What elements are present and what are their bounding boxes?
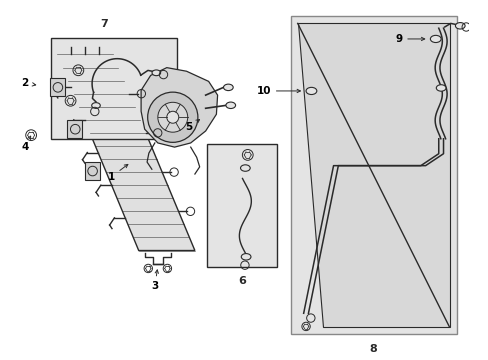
Ellipse shape xyxy=(305,87,316,95)
Ellipse shape xyxy=(223,84,233,91)
Polygon shape xyxy=(84,162,100,180)
Text: 1: 1 xyxy=(107,165,127,182)
Text: 5: 5 xyxy=(185,120,199,132)
Polygon shape xyxy=(297,23,448,327)
Circle shape xyxy=(166,111,179,123)
Circle shape xyxy=(147,92,198,142)
Ellipse shape xyxy=(241,253,250,260)
Text: 9: 9 xyxy=(394,34,424,44)
Text: 6: 6 xyxy=(238,276,245,286)
Bar xyxy=(206,144,277,267)
Text: 4: 4 xyxy=(21,136,31,152)
Circle shape xyxy=(158,102,187,132)
Polygon shape xyxy=(50,78,65,96)
Polygon shape xyxy=(57,54,195,251)
Ellipse shape xyxy=(429,35,440,42)
Ellipse shape xyxy=(92,103,100,108)
Ellipse shape xyxy=(454,23,464,29)
Ellipse shape xyxy=(225,102,235,108)
Polygon shape xyxy=(141,68,217,147)
Bar xyxy=(290,16,456,334)
Ellipse shape xyxy=(152,70,160,76)
Text: 10: 10 xyxy=(256,86,300,96)
Text: 2: 2 xyxy=(21,78,36,88)
Ellipse shape xyxy=(435,85,445,91)
Text: 7: 7 xyxy=(100,19,108,30)
Bar xyxy=(51,38,177,139)
Polygon shape xyxy=(67,120,82,138)
Text: 8: 8 xyxy=(369,344,377,354)
Text: 3: 3 xyxy=(151,270,158,291)
Ellipse shape xyxy=(240,165,250,171)
